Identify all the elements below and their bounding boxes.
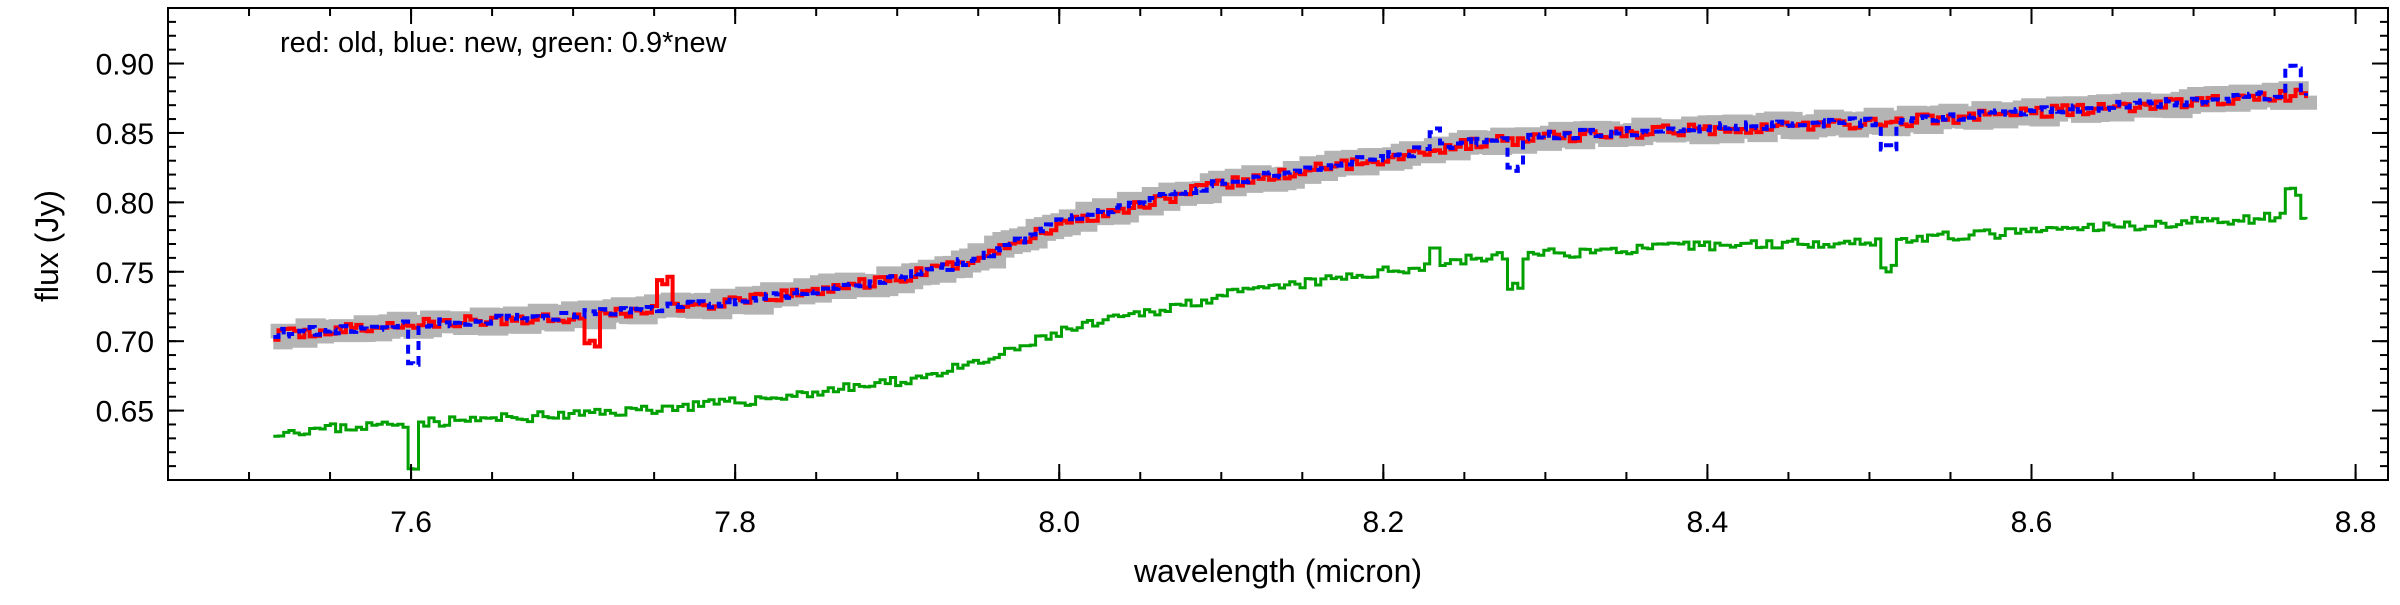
series-green-line <box>273 186 2308 471</box>
series-green-layer <box>273 186 2308 471</box>
y-tick-label: 0.70 <box>96 326 154 359</box>
x-tick-label: 8.4 <box>1687 506 1729 539</box>
y-tick-label: 0.75 <box>96 257 154 290</box>
plot-frame <box>167 7 2389 481</box>
x-tick-label: 8.2 <box>1362 506 1404 539</box>
y-tick-label: 0.80 <box>96 187 154 220</box>
y-tick-label: 0.85 <box>96 118 154 151</box>
y-tick-label: 0.90 <box>96 49 154 82</box>
x-tick-label: 8.8 <box>2335 506 2377 539</box>
x-tick-label: 8.0 <box>1038 506 1080 539</box>
series-gray-line <box>270 81 2317 350</box>
x-axis-title: wavelength (micron) <box>1133 553 1422 589</box>
chart-annotation: red: old, blue: new, green: 0.9*new <box>280 27 728 59</box>
series-blue-layer <box>273 63 2308 367</box>
y-axis-title: flux (Jy) <box>29 190 65 302</box>
x-tick-label: 7.8 <box>714 506 756 539</box>
y-tick-label: 0.65 <box>96 396 154 429</box>
series-blue-line <box>273 63 2308 367</box>
series-gray-layer <box>270 81 2317 350</box>
axis-ticks: 7.6 7.8 8.0 8.2 8.4 8.6 8.8 0.65 0.70 0.75 0.80 0.8… <box>96 8 2388 539</box>
x-tick-label: 8.6 <box>2011 506 2053 539</box>
x-tick-label: 7.6 <box>390 506 432 539</box>
